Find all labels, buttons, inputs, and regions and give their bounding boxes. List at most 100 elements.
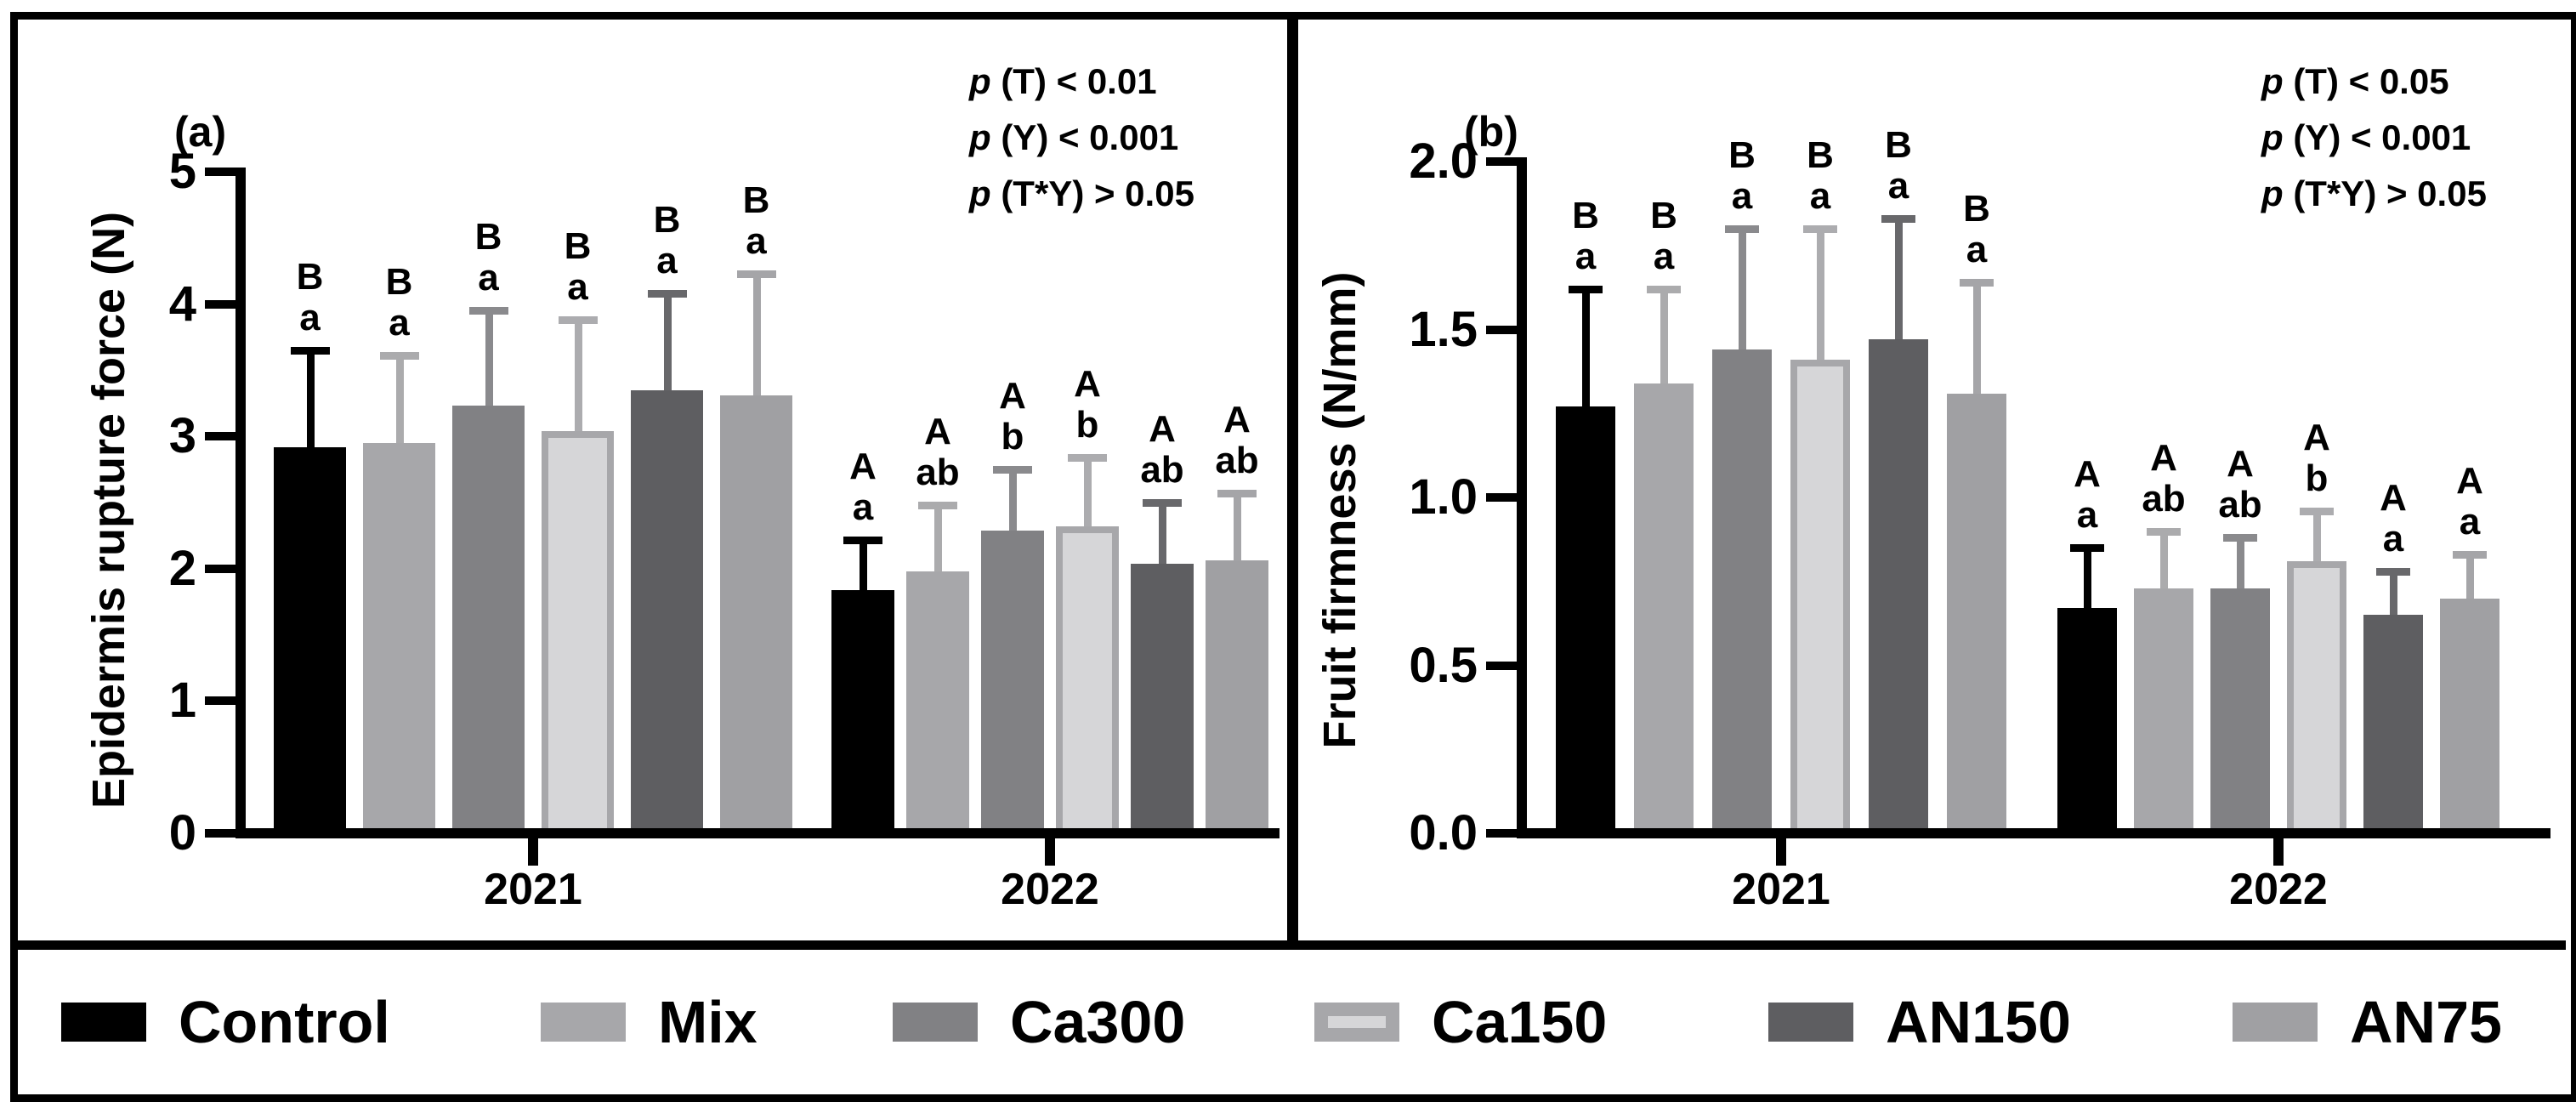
bar-control-2022 — [2057, 608, 2117, 837]
y-axis-tick-label: 2.0 — [1409, 133, 1478, 189]
legend-item-ca150: Ca150 — [1314, 988, 1607, 1056]
errorbar-line-ca150-2021 — [1817, 229, 1824, 364]
bar-control-2021 — [1556, 406, 1615, 837]
pvalue-line-3: p (T*Y) > 0.05 — [2261, 173, 2487, 213]
errorbar-cap-control-2022 — [2070, 544, 2104, 553]
x-axis-line — [1517, 828, 2550, 838]
errorbar-cap-ca300-2021 — [468, 307, 508, 315]
errorbar-cap-an75-2022 — [2453, 551, 2487, 560]
errorbar-line-ca300-2022 — [1009, 469, 1017, 534]
y-axis-tick-label: 1.5 — [1409, 301, 1478, 357]
errorbar-line-ca300-2021 — [485, 310, 493, 410]
legend-separator-line — [10, 940, 2566, 950]
errorbar-line-mix-2022 — [934, 505, 942, 575]
errorbar-line-ca150-2021 — [574, 320, 582, 435]
errorbar-cap-ca300-2022 — [993, 466, 1032, 474]
bar-mix-2022 — [906, 571, 969, 837]
panel-a-label: (a) — [174, 108, 227, 156]
panel-b-label: (b) — [1464, 108, 1518, 156]
legend-swatch-an150 — [1768, 1003, 1853, 1042]
errorbar-line-mix-2021 — [395, 355, 404, 446]
y-axis-tick — [205, 696, 241, 706]
legend-label-control: Control — [179, 989, 390, 1055]
y-axis-tick — [1486, 325, 1522, 334]
errorbar-cap-ca150-2022 — [1068, 454, 1107, 463]
x-axis-category-label: 2021 — [1732, 865, 1830, 914]
errorbar-cap-mix-2022 — [2147, 527, 2181, 536]
bar-ca300-2022 — [981, 530, 1044, 837]
y-axis-tick — [205, 829, 241, 838]
x-axis-group-tick — [2273, 838, 2284, 866]
legend-label-an75: AN75 — [2350, 989, 2502, 1055]
y-axis-tick — [1486, 157, 1522, 166]
errorbar-line-mix-2022 — [2160, 531, 2168, 592]
errorbar-cap-mix-2021 — [379, 352, 419, 361]
bar-ca150-2021 — [542, 430, 614, 837]
errorbar-line-ca300-2022 — [2237, 537, 2244, 592]
y-axis-tick — [205, 168, 241, 176]
y-axis-tick — [205, 299, 241, 309]
bar-mix-2022 — [2134, 588, 2193, 837]
bar-an150-2021 — [631, 389, 703, 837]
errorbar-line-an150-2022 — [1159, 503, 1166, 567]
bar-control-2022 — [831, 589, 894, 837]
y-axis-tick — [205, 432, 241, 441]
y-axis-tick-label: 3 — [168, 408, 196, 464]
errorbar-cap-ca300-2021 — [1725, 225, 1759, 233]
y-axis-tick-label: 1 — [168, 673, 196, 729]
legend-item-an150: AN150 — [1768, 988, 2071, 1056]
bar-an75-2022 — [1206, 560, 1268, 837]
bar-ca300-2022 — [2210, 588, 2270, 837]
errorbar-line-control-2022 — [860, 539, 867, 594]
y-axis-tick-label: 1.0 — [1409, 469, 1478, 525]
bar-an150-2022 — [2363, 615, 2423, 837]
legend-swatch-ca300 — [893, 1003, 978, 1042]
x-axis-category-label: 2022 — [2229, 865, 2328, 914]
panel-divider-line — [1287, 12, 1298, 944]
legend-label-mix: Mix — [658, 989, 757, 1055]
bar-mix-2021 — [363, 442, 435, 837]
errorbar-cap-control-2021 — [1569, 286, 1603, 294]
y-axis-line — [235, 168, 246, 838]
bar-ca150-2021 — [1790, 360, 1850, 837]
bar-ca150-2022 — [2287, 561, 2346, 837]
pvalue-line-2: p (Y) < 0.001 — [969, 117, 1179, 157]
errorbar-line-an150-2022 — [2390, 571, 2397, 619]
errorbar-cap-control-2021 — [290, 347, 330, 355]
legend-label-ca300: Ca300 — [1010, 989, 1186, 1055]
errorbar-cap-ca300-2022 — [2223, 534, 2257, 542]
errorbar-cap-an150-2021 — [1881, 215, 1915, 224]
legend-label-ca150: Ca150 — [1432, 989, 1608, 1055]
x-axis-group-tick — [1045, 838, 1055, 866]
y-axis-tick — [1486, 829, 1522, 838]
errorbar-cap-ca150-2021 — [558, 316, 598, 325]
errorbar-line-control-2021 — [306, 350, 315, 451]
y-axis-tick-label: 4 — [168, 276, 196, 332]
legend-item-ca300: Ca300 — [893, 988, 1185, 1056]
panel-b-pvalue-block: p (T) < 0.05 p (Y) < 0.001 p (T*Y) > 0.05 — [2261, 60, 2487, 228]
y-axis-tick-label: 2 — [168, 540, 196, 596]
y-axis-tick-label: 0.0 — [1409, 805, 1478, 861]
errorbar-line-an150-2021 — [1895, 219, 1903, 344]
errorbar-cap-mix-2021 — [1647, 286, 1681, 294]
pvalue-line-3: p (T*Y) > 0.05 — [969, 173, 1194, 213]
errorbar-line-an150-2021 — [663, 293, 672, 394]
bar-control-2021 — [274, 446, 346, 837]
errorbar-line-ca150-2022 — [2313, 510, 2321, 565]
errorbar-cap-an150-2022 — [2376, 567, 2410, 576]
legend-item-an75: AN75 — [2233, 988, 2502, 1056]
errorbar-line-ca300-2021 — [1739, 229, 1746, 354]
